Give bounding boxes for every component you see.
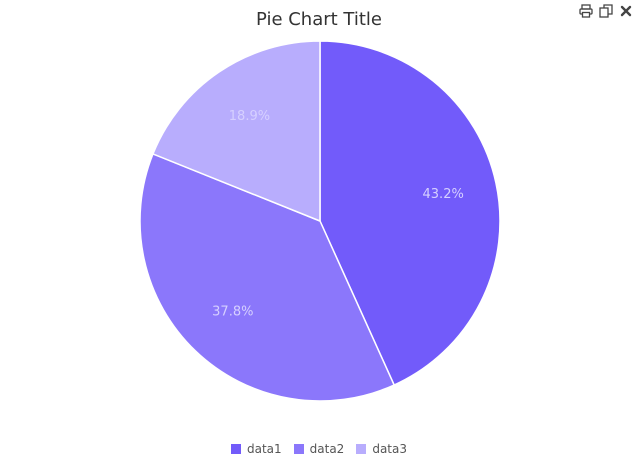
legend-swatch: [356, 444, 367, 454]
legend-label: data1: [246, 442, 282, 456]
legend-swatch: [293, 444, 304, 454]
legend-item-data3[interactable]: data3: [356, 442, 407, 456]
legend-label: data2: [309, 442, 345, 456]
pie-slice-data1[interactable]: [319, 40, 501, 387]
close-icon[interactable]: [618, 3, 634, 19]
copy-icon[interactable]: [598, 3, 614, 19]
chart-toolbar: [578, 3, 634, 19]
legend-item-data2[interactable]: data2: [293, 442, 345, 456]
pie-slice-data2[interactable]: [139, 152, 396, 402]
legend-item-data1[interactable]: data1: [230, 442, 282, 456]
legend-label: data3: [372, 442, 407, 456]
pie-slice-data3[interactable]: [152, 40, 321, 223]
print-icon[interactable]: [578, 3, 594, 19]
slice-label-data3: 18.9%: [229, 109, 270, 124]
chart-title: Pie Chart Title: [255, 9, 383, 30]
chart-legend: data1 data2 data3: [0, 442, 638, 456]
legend-swatch: [230, 444, 241, 454]
slice-label-data2: 37.8%: [212, 304, 253, 319]
slice-label-data1: 43.2%: [423, 187, 464, 202]
